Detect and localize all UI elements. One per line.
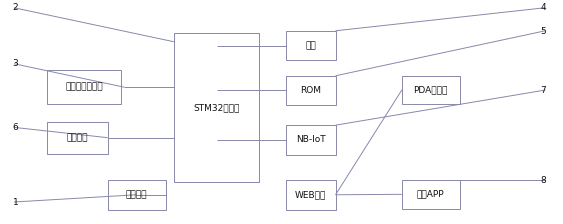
Text: 3: 3 <box>13 59 19 68</box>
Bar <box>286 76 336 106</box>
Bar <box>108 180 166 210</box>
Text: 电源模块: 电源模块 <box>126 190 148 199</box>
Text: 4: 4 <box>541 3 546 12</box>
Bar <box>47 122 108 154</box>
Bar <box>47 70 122 104</box>
Text: 按键: 按键 <box>305 41 316 50</box>
Text: 6: 6 <box>13 123 19 132</box>
Text: 5: 5 <box>540 27 547 36</box>
Bar <box>402 76 460 104</box>
Bar <box>402 180 460 209</box>
Bar <box>174 33 260 182</box>
Text: STM32单片机: STM32单片机 <box>194 103 240 112</box>
Text: 8: 8 <box>540 176 547 185</box>
Bar <box>286 180 336 210</box>
Text: ROM: ROM <box>300 86 321 95</box>
Text: 7: 7 <box>540 86 547 95</box>
Text: 手机APP: 手机APP <box>417 190 445 199</box>
Text: 2: 2 <box>13 3 19 12</box>
Text: 1: 1 <box>13 198 19 207</box>
Text: WEB平台: WEB平台 <box>295 190 327 199</box>
Bar <box>286 125 336 155</box>
Text: NB-IoT: NB-IoT <box>296 136 325 144</box>
Text: PDA手持端: PDA手持端 <box>414 86 448 95</box>
Text: 全频雷达: 全频雷达 <box>66 133 88 142</box>
Bar <box>286 31 336 60</box>
Text: 罗姆地磁传感器: 罗姆地磁传感器 <box>65 83 103 92</box>
